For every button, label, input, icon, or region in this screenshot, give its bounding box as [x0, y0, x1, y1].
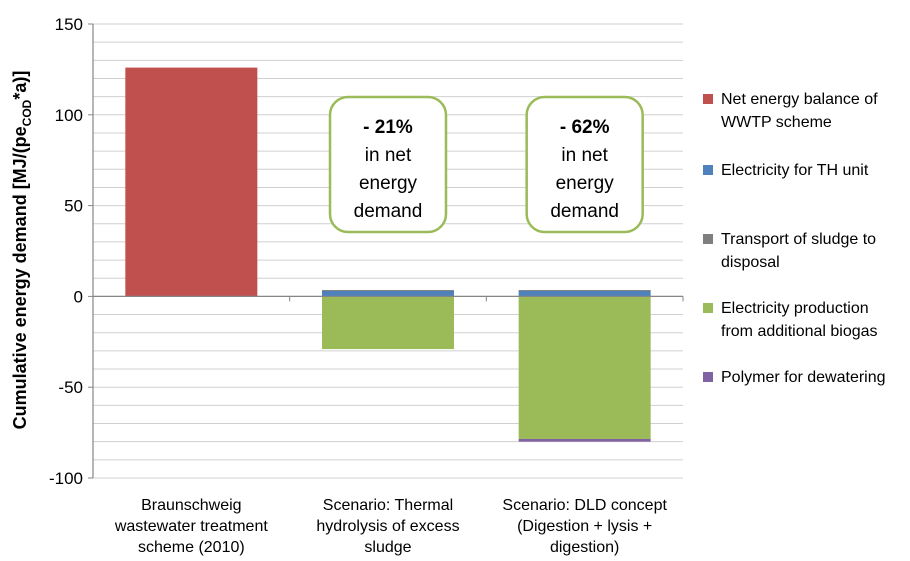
x-category-label: wastewater treatment: [114, 518, 269, 535]
x-category-label: digestion): [550, 539, 619, 556]
bar: [322, 290, 454, 297]
y-tick-label: 50: [64, 197, 83, 216]
legend-label: Net energy balance of: [721, 91, 878, 108]
annotation-text: energy: [556, 173, 615, 194]
x-category-label: Scenario: Thermal: [323, 497, 453, 514]
legend-label: Transport of sludge to: [721, 231, 876, 248]
legend-swatch: [703, 165, 713, 175]
annotation-box: [328, 95, 448, 234]
legend-label: Electricity production: [721, 300, 869, 317]
y-axis-label: Cumulative energy demand [MJ/(peCOD*a)]: [10, 71, 34, 430]
bar: [518, 290, 651, 297]
legend-label: Polymer for dewatering: [721, 369, 886, 386]
legend-label: Electricity for TH unit: [721, 162, 869, 179]
legend-swatch: [703, 94, 713, 104]
y-axis-label-main: Cumulative energy demand [MJ/(pe: [10, 126, 30, 429]
annotation-box: [525, 95, 644, 234]
x-category-label: sludge: [364, 539, 411, 556]
y-tick-labels: 150 100 50 0 -50 -100: [49, 15, 83, 488]
annotation-text: energy: [359, 173, 418, 194]
axes: [88, 23, 684, 479]
legend-swatch: [703, 234, 713, 244]
bar: [322, 296, 454, 350]
y-tick-label: -100: [49, 469, 83, 488]
annotation-text: in net: [561, 145, 608, 166]
annotation-text: - 62%: [560, 117, 610, 138]
x-category-label: hydrolysis of excess: [316, 518, 459, 535]
y-tick-label: 0: [74, 287, 83, 306]
legend-swatch: [703, 303, 713, 313]
annotation-text: - 21%: [363, 117, 413, 138]
x-category-label: (Digestion + lysis +: [517, 518, 652, 535]
annotation-text: demand: [550, 201, 619, 222]
legend: Net energy balance of WWTP scheme Electric…: [703, 91, 886, 386]
legend-label: from additional biogas: [721, 323, 878, 340]
bar: [125, 67, 258, 297]
y-tick-label: 100: [55, 106, 83, 125]
x-category-label: scheme (2010): [138, 539, 245, 556]
x-category-label: Braunschweig: [141, 497, 242, 514]
bar: [322, 290, 454, 292]
bars: [125, 67, 651, 442]
y-axis-label-suffix: *a)]: [10, 71, 30, 100]
bar: [518, 438, 651, 442]
annotation-text: demand: [354, 201, 423, 222]
x-category-label: Scenario: DLD concept: [502, 497, 667, 514]
y-axis-label-subscript: COD: [20, 99, 34, 126]
legend-swatch: [703, 372, 713, 382]
bar: [518, 296, 651, 439]
annotation-text: in net: [365, 145, 412, 166]
bar: [518, 290, 651, 292]
annotations: - 21% in net energy demand - 62% in net energy…: [328, 95, 644, 234]
x-category-labels: Braunschweig wastewater treatment scheme (…: [114, 497, 668, 556]
y-tick-label: -50: [58, 378, 83, 397]
legend-label: WWTP scheme: [721, 114, 832, 131]
y-tick-label: 150: [55, 15, 83, 34]
legend-label: disposal: [721, 254, 780, 271]
